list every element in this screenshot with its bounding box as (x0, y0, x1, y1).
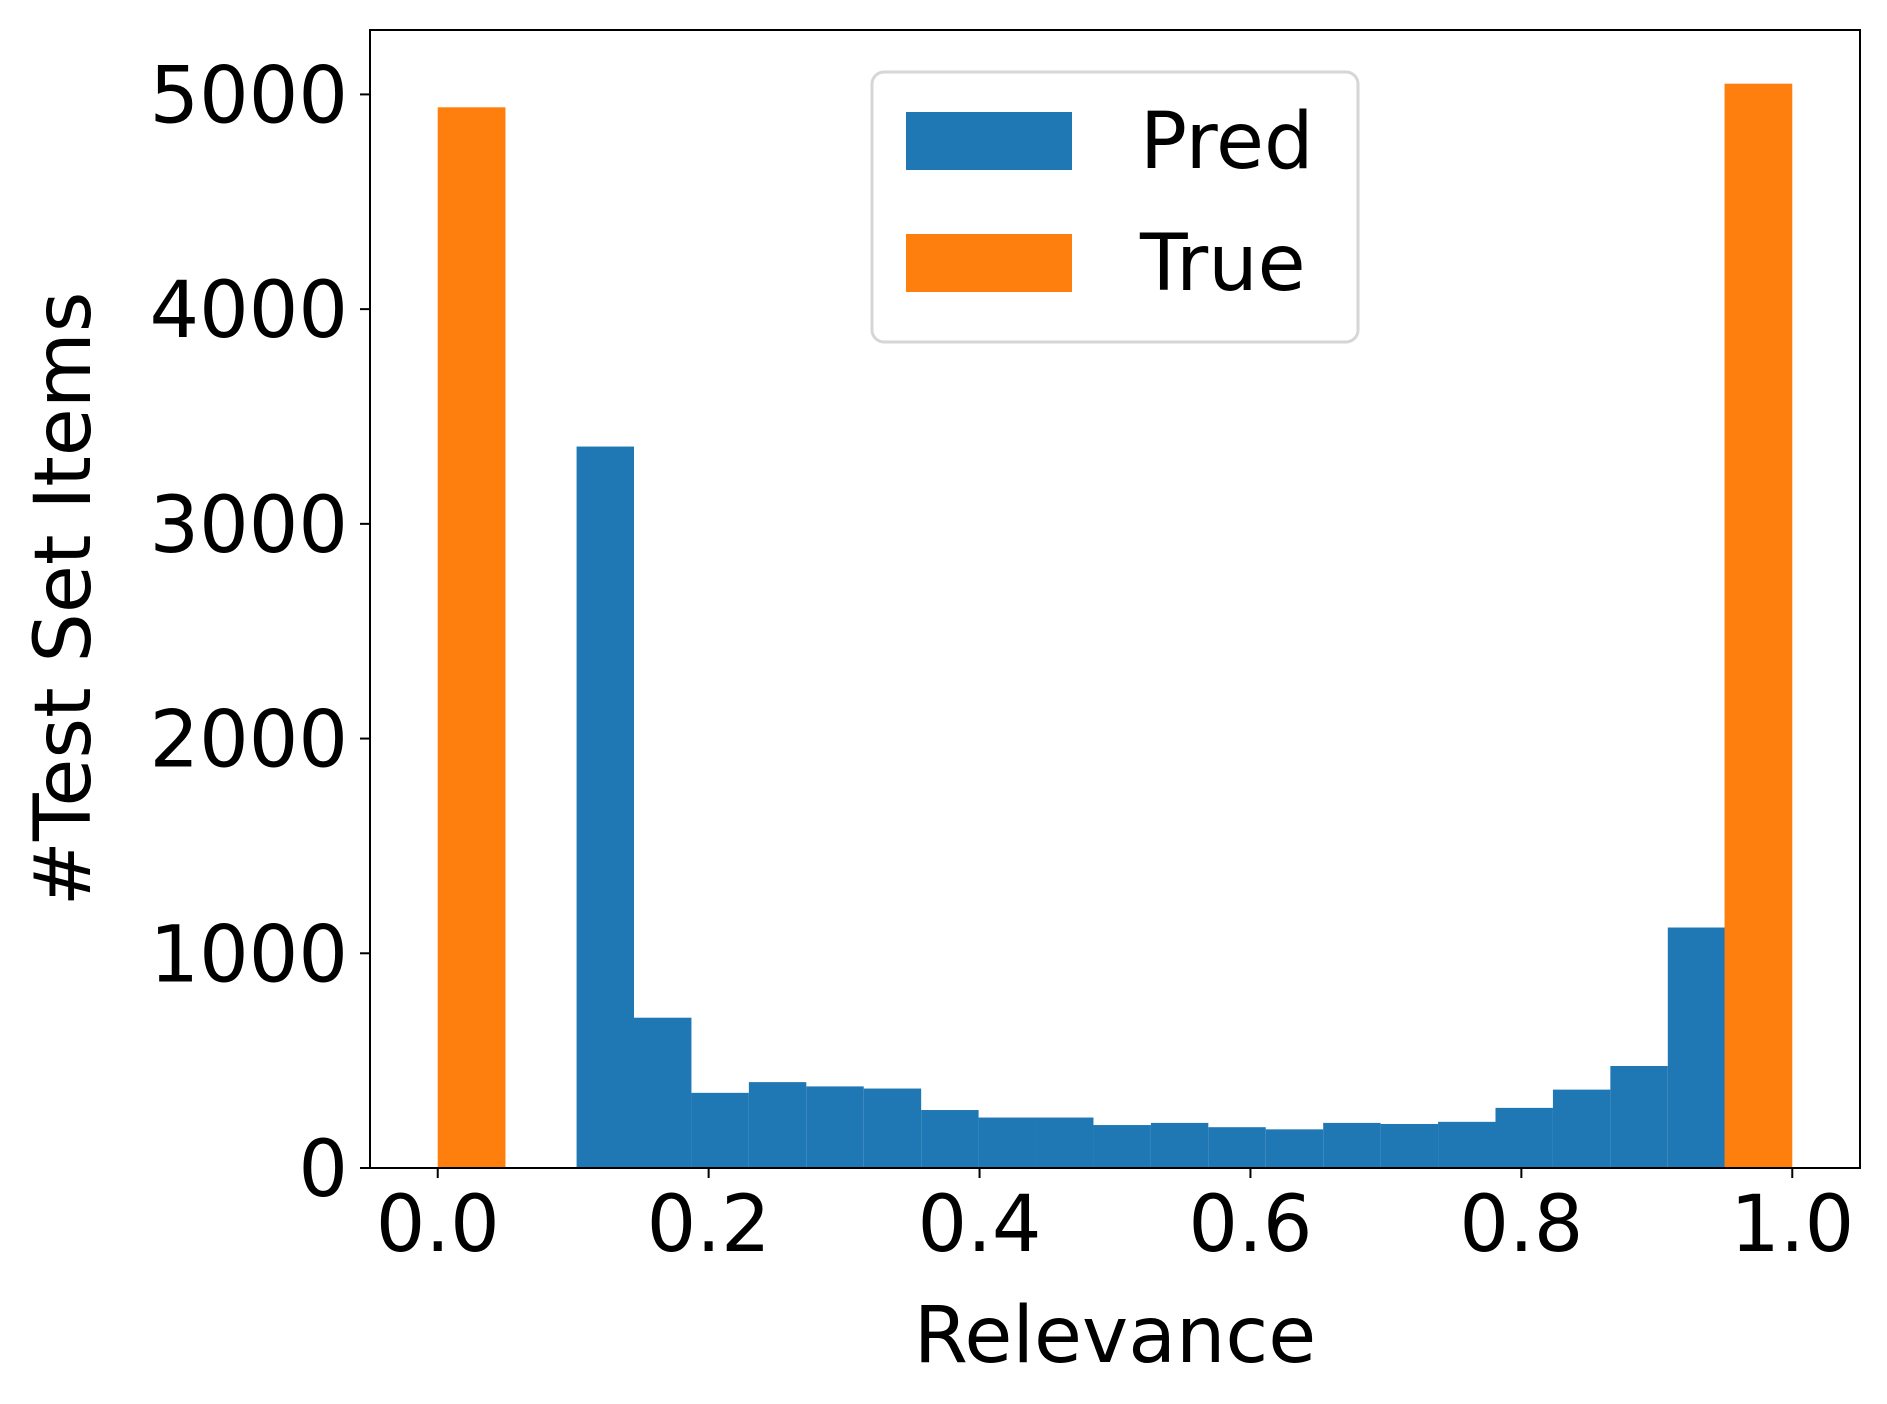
x-tick-label-3: 0.6 (1188, 1180, 1312, 1270)
pred-bar-10 (1150, 1122, 1209, 1168)
pred-bar-14 (1380, 1123, 1439, 1168)
pred-bar-19 (1667, 927, 1726, 1168)
pred-bar-0 (576, 446, 635, 1169)
pred-bar-8 (1036, 1117, 1094, 1168)
pred-bar-16 (1495, 1107, 1553, 1168)
pred-bar-11 (1208, 1127, 1266, 1168)
pred-bar-4 (806, 1086, 864, 1168)
pred-bar-18 (1610, 1066, 1668, 1168)
pred-bar-7 (978, 1117, 1037, 1168)
pred-bar-1 (634, 1017, 692, 1168)
x-tick-label-1: 0.2 (647, 1180, 771, 1270)
legend: Pred True (870, 70, 1360, 344)
x-tick-label-0: 0.0 (376, 1180, 500, 1270)
y-tick-label-2: 2000 (149, 696, 348, 786)
y-axis-ticks: 0 1000 2000 3000 4000 5000 (149, 51, 370, 1215)
x-tick-label-5: 1.0 (1730, 1180, 1854, 1270)
pred-bars (576, 446, 1726, 1169)
pred-bar-12 (1265, 1129, 1324, 1168)
y-tick-label-1: 1000 (149, 910, 348, 1000)
y-tick-label-4: 4000 (149, 266, 348, 356)
legend-label-true: True (1139, 219, 1306, 309)
x-axis-label: Relevance (914, 1291, 1317, 1381)
x-tick-label-2: 0.4 (918, 1180, 1042, 1270)
true-bar-0 (437, 107, 506, 1169)
plot-frame (369, 29, 1861, 1169)
legend-swatch-true (906, 234, 1072, 292)
pred-bar-5 (863, 1088, 922, 1168)
y-tick-label-3: 3000 (149, 481, 348, 571)
pred-bar-6 (921, 1110, 979, 1168)
x-axis-ticks: 0.0 0.2 0.4 0.6 0.8 1.0 (376, 1168, 1854, 1270)
pred-bar-9 (1093, 1125, 1151, 1168)
legend-label-pred: Pred (1140, 97, 1314, 187)
legend-swatch-pred (906, 112, 1072, 170)
pred-bar-3 (748, 1082, 807, 1168)
y-tick-label-5: 5000 (149, 51, 348, 141)
true-bars (437, 83, 1793, 1169)
y-axis-label: #Test Set Items (19, 292, 109, 907)
x-tick-label-4: 0.8 (1459, 1180, 1583, 1270)
pred-bar-15 (1438, 1121, 1496, 1168)
y-tick-label-0: 0 (298, 1125, 348, 1215)
pred-bar-13 (1323, 1122, 1381, 1168)
pred-bar-2 (691, 1092, 749, 1168)
pred-bar-17 (1552, 1089, 1611, 1168)
true-bar-1 (1724, 83, 1793, 1169)
